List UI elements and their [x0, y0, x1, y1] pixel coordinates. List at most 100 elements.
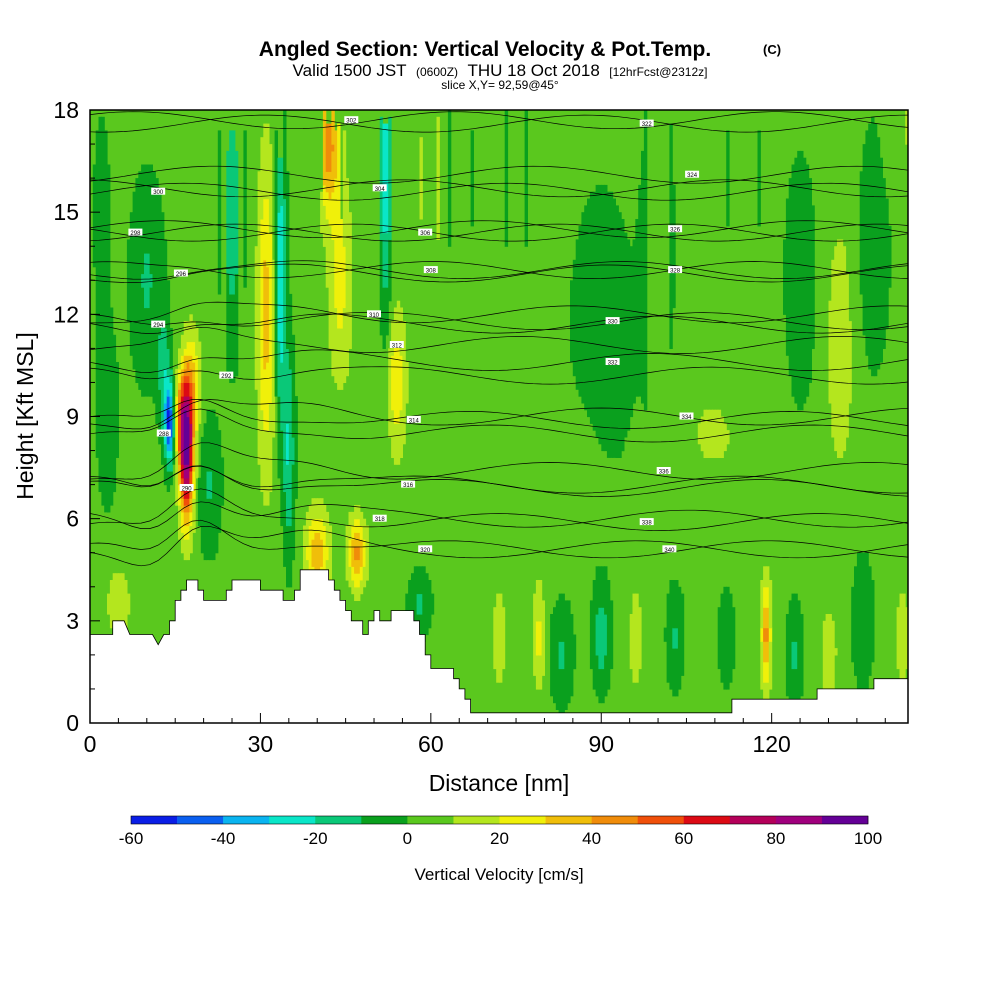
velocity-cell — [675, 580, 679, 629]
velocity-cell — [729, 593, 733, 683]
velocity-cell — [595, 184, 599, 438]
velocity-cell — [166, 471, 171, 492]
velocity-cell — [169, 382, 173, 397]
velocity-cell — [428, 580, 432, 629]
theta-contour-label: 340 — [662, 545, 677, 554]
velocity-cell — [325, 511, 330, 547]
velocity-cell — [331, 239, 335, 377]
theta-isoline — [90, 223, 908, 242]
velocity-cell — [723, 586, 727, 690]
velocity-cell — [493, 607, 497, 670]
velocity-cell — [186, 375, 190, 383]
velocity-cell — [325, 171, 330, 193]
colorbar: -60 -40 -20 0 20 40 60 80 100 — [119, 815, 882, 848]
velocity-cell — [229, 130, 233, 295]
velocity-cell — [183, 409, 188, 465]
velocity-cell — [553, 607, 557, 704]
velocity-cell — [672, 184, 676, 309]
velocity-cell — [328, 198, 332, 227]
velocity-cell — [760, 580, 764, 629]
velocity-cell — [254, 246, 259, 390]
velocity-cell — [280, 205, 284, 363]
velocity-cell — [419, 614, 423, 642]
velocity-cell — [345, 178, 349, 377]
velocity-cell — [413, 566, 418, 642]
velocity-cell — [263, 259, 267, 370]
velocity-cell — [757, 130, 761, 227]
velocity-cell — [802, 157, 807, 404]
velocity-cell — [766, 566, 770, 588]
theta-contour-label: 330 — [605, 317, 620, 326]
velocity-cell — [146, 307, 151, 397]
velocity-cell — [149, 273, 153, 288]
contour-label-text: 326 — [670, 228, 681, 234]
velocity-cell — [766, 607, 770, 629]
subtitle-valid: Valid 1500 JST — [293, 61, 407, 80]
velocity-cell — [121, 573, 125, 636]
theta-isoline — [90, 465, 908, 494]
velocity-cell — [587, 198, 591, 418]
velocity-cell — [354, 586, 358, 601]
velocity-cell — [351, 525, 355, 540]
velocity-cell — [501, 607, 506, 670]
velocity-cell — [856, 552, 861, 690]
velocity-cell — [183, 464, 188, 479]
contour-label-text: 310 — [369, 313, 380, 319]
velocity-cell — [382, 232, 386, 288]
velocity-cell — [763, 586, 767, 608]
velocity-cell — [345, 525, 349, 581]
velocity-cell — [263, 123, 267, 200]
velocity-cell — [499, 593, 503, 683]
velocity-cell — [109, 580, 114, 629]
velocity-cell — [331, 110, 335, 145]
velocity-cell — [95, 130, 100, 458]
velocity-cell — [697, 423, 702, 445]
x-axis-ticks: 0 30 60 90 120 — [84, 713, 886, 757]
velocity-cell — [166, 348, 171, 377]
theta-contour-label: 326 — [668, 225, 683, 234]
velocity-cell — [871, 116, 875, 377]
velocity-cell — [578, 225, 582, 397]
velocity-cell — [186, 464, 190, 479]
contour-label-bg — [372, 184, 387, 192]
velocity-cell — [334, 178, 338, 309]
velocity-cell — [328, 123, 332, 172]
velocity-cell — [291, 334, 296, 438]
velocity-cell — [357, 559, 361, 574]
velocity-cell — [169, 409, 173, 438]
velocity-cell — [144, 307, 148, 397]
velocity-cell — [808, 178, 812, 383]
colorbar-swatch — [545, 816, 592, 824]
velocity-cell — [768, 641, 773, 690]
velocity-cell — [700, 416, 705, 452]
velocity-cell — [641, 150, 645, 404]
velocity-cell — [902, 593, 906, 683]
colorbar-tick-label: 80 — [766, 829, 785, 848]
colorbar-swatch — [361, 816, 408, 824]
contour-label-text: 306 — [420, 231, 431, 237]
velocity-cell — [632, 593, 636, 683]
velocity-cell — [635, 593, 639, 683]
contour-label-text: 288 — [159, 432, 170, 438]
velocity-cell — [391, 355, 395, 411]
velocity-cell — [572, 634, 577, 670]
velocity-cell — [186, 402, 190, 418]
velocity-cell — [868, 566, 872, 676]
velocity-cell — [339, 219, 344, 329]
velocity-cell — [561, 641, 565, 670]
velocity-cell — [763, 627, 767, 642]
velocity-cell — [206, 409, 210, 472]
velocity-cell — [862, 552, 866, 690]
velocity-cell — [195, 328, 199, 356]
contour-label-bg — [656, 467, 671, 474]
velocity-cell — [178, 389, 182, 404]
velocity-cell — [555, 600, 560, 710]
velocity-cell — [768, 580, 773, 629]
velocity-cell — [186, 396, 190, 404]
colorbar-swatch — [453, 816, 500, 824]
theta-contour-label: 298 — [128, 228, 143, 237]
velocity-cell — [161, 212, 165, 322]
contour-label-text: 320 — [420, 548, 431, 554]
velocity-cell — [277, 157, 281, 213]
velocity-cell — [183, 539, 188, 561]
